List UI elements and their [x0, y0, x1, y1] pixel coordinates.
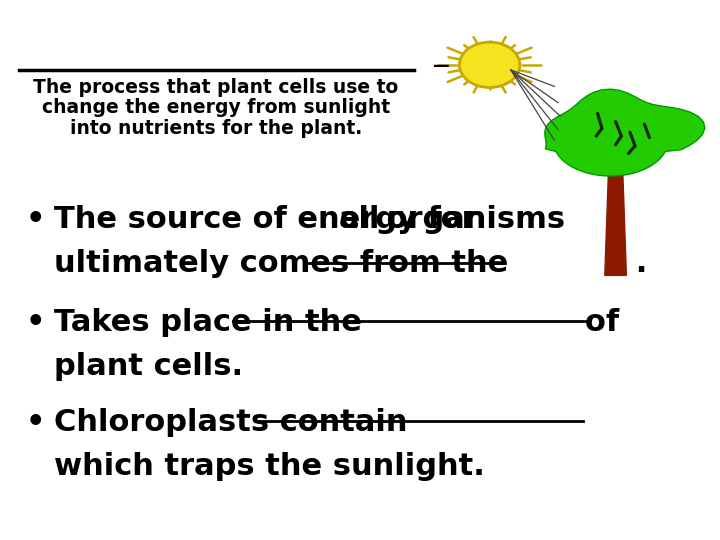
Text: change the energy from sunlight: change the energy from sunlight: [42, 98, 390, 117]
Text: •: •: [25, 205, 45, 234]
Text: plant cells.: plant cells.: [54, 352, 243, 381]
Text: •: •: [25, 308, 45, 337]
Text: which traps the sunlight.: which traps the sunlight.: [54, 452, 485, 481]
Text: The source of energy for: The source of energy for: [54, 205, 487, 234]
Text: Chloroplasts contain: Chloroplasts contain: [54, 408, 599, 437]
Text: into nutrients for the plant.: into nutrients for the plant.: [70, 119, 362, 138]
Text: —: —: [432, 57, 449, 75]
Text: organisms: organisms: [376, 205, 565, 234]
Polygon shape: [605, 173, 626, 275]
Circle shape: [459, 42, 520, 87]
Polygon shape: [545, 89, 705, 176]
Text: •: •: [25, 408, 45, 437]
Text: The process that plant cells use to: The process that plant cells use to: [33, 78, 399, 97]
Text: Takes place in the                     of: Takes place in the of: [54, 308, 619, 337]
Text: all: all: [338, 205, 380, 234]
Text: ultimately comes from the            .: ultimately comes from the .: [54, 249, 647, 279]
